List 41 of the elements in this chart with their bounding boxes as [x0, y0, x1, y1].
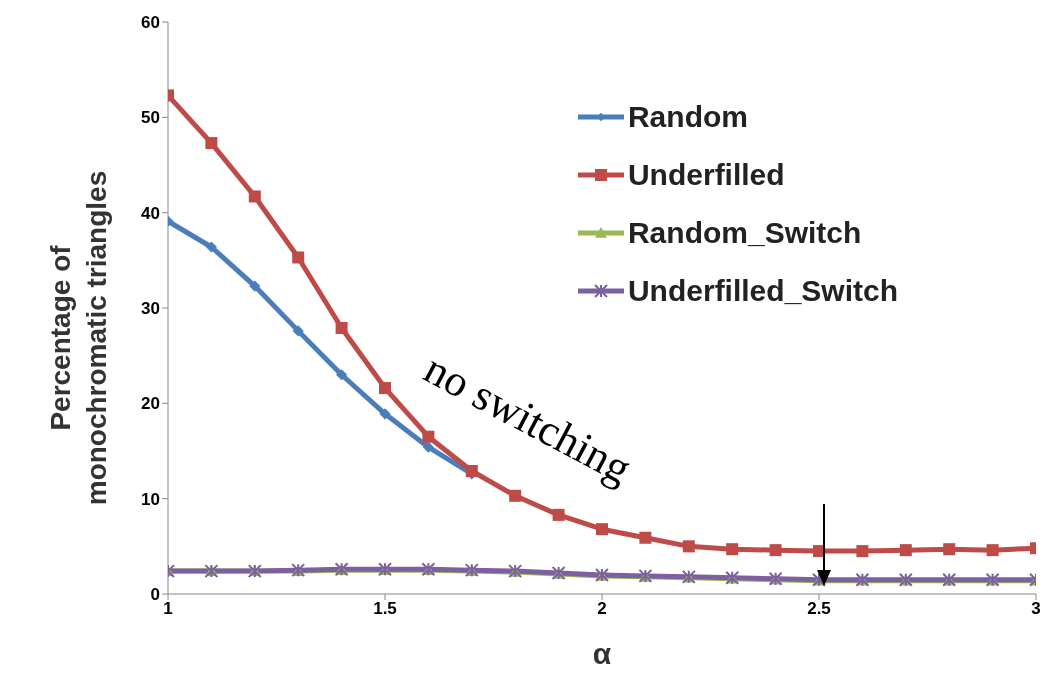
y-tick-label: 20: [141, 394, 160, 414]
point: [639, 531, 652, 544]
point: [509, 489, 522, 502]
y-tick-label: 40: [141, 203, 160, 223]
point: [335, 322, 348, 335]
x-tick-label: 3: [1031, 599, 1041, 619]
point: [726, 543, 739, 556]
point: [379, 408, 391, 420]
point: [682, 540, 695, 553]
y-axis-title: Percentage of monochromatic triangles: [44, 169, 113, 508]
point: [249, 280, 261, 292]
point: [856, 545, 869, 558]
point: [205, 241, 217, 253]
x-tick-label: 1.5: [373, 599, 397, 619]
point: [422, 441, 434, 453]
y-tick-label: 60: [141, 13, 160, 33]
point: [596, 523, 608, 536]
legend-label: Random: [627, 100, 748, 134]
y-tick-label: 30: [141, 299, 160, 319]
x-tick-label: 2: [597, 599, 607, 619]
point: [336, 369, 348, 381]
x-tick-label: 1: [163, 599, 173, 619]
point: [986, 544, 999, 557]
legend-label: Random_Switch: [627, 216, 862, 250]
x-tick-label: 2.5: [807, 599, 831, 619]
y-tick-label: 10: [141, 489, 160, 509]
point: [292, 251, 305, 264]
point: [292, 325, 304, 337]
point: [899, 544, 912, 557]
point: [379, 382, 391, 395]
y-tick-label: 50: [141, 108, 160, 128]
legend-label: Underfilled: [627, 158, 785, 192]
point: [248, 190, 261, 203]
x-axis-title: α: [592, 637, 612, 670]
legend-label: Underfilled_Switch: [627, 274, 898, 308]
point: [943, 543, 956, 556]
point: [552, 508, 565, 521]
point: [422, 430, 435, 443]
point: [205, 137, 218, 150]
y-tick-label: 0: [150, 585, 160, 605]
point: [769, 544, 782, 557]
